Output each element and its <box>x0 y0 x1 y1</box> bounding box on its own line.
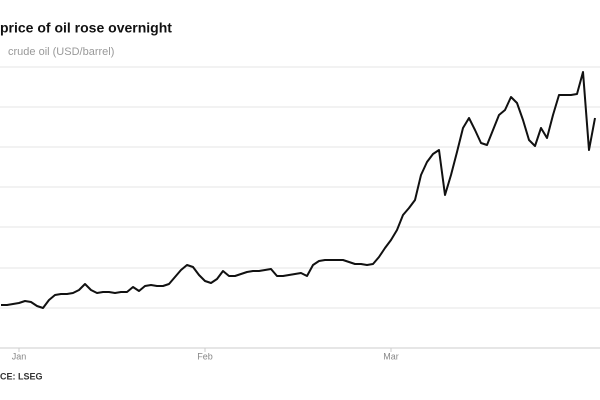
source-note: CE: LSEG <box>0 371 43 381</box>
chart-title: price of oil rose overnight <box>0 20 172 36</box>
x-tick-label: Mar <box>383 351 399 361</box>
chart-subtitle: crude oil (USD/barrel) <box>8 46 114 58</box>
x-tick-label: Feb <box>197 351 213 361</box>
data-line <box>1 71 596 309</box>
grid <box>0 66 600 349</box>
x-tick-label: Jan <box>12 351 27 361</box>
